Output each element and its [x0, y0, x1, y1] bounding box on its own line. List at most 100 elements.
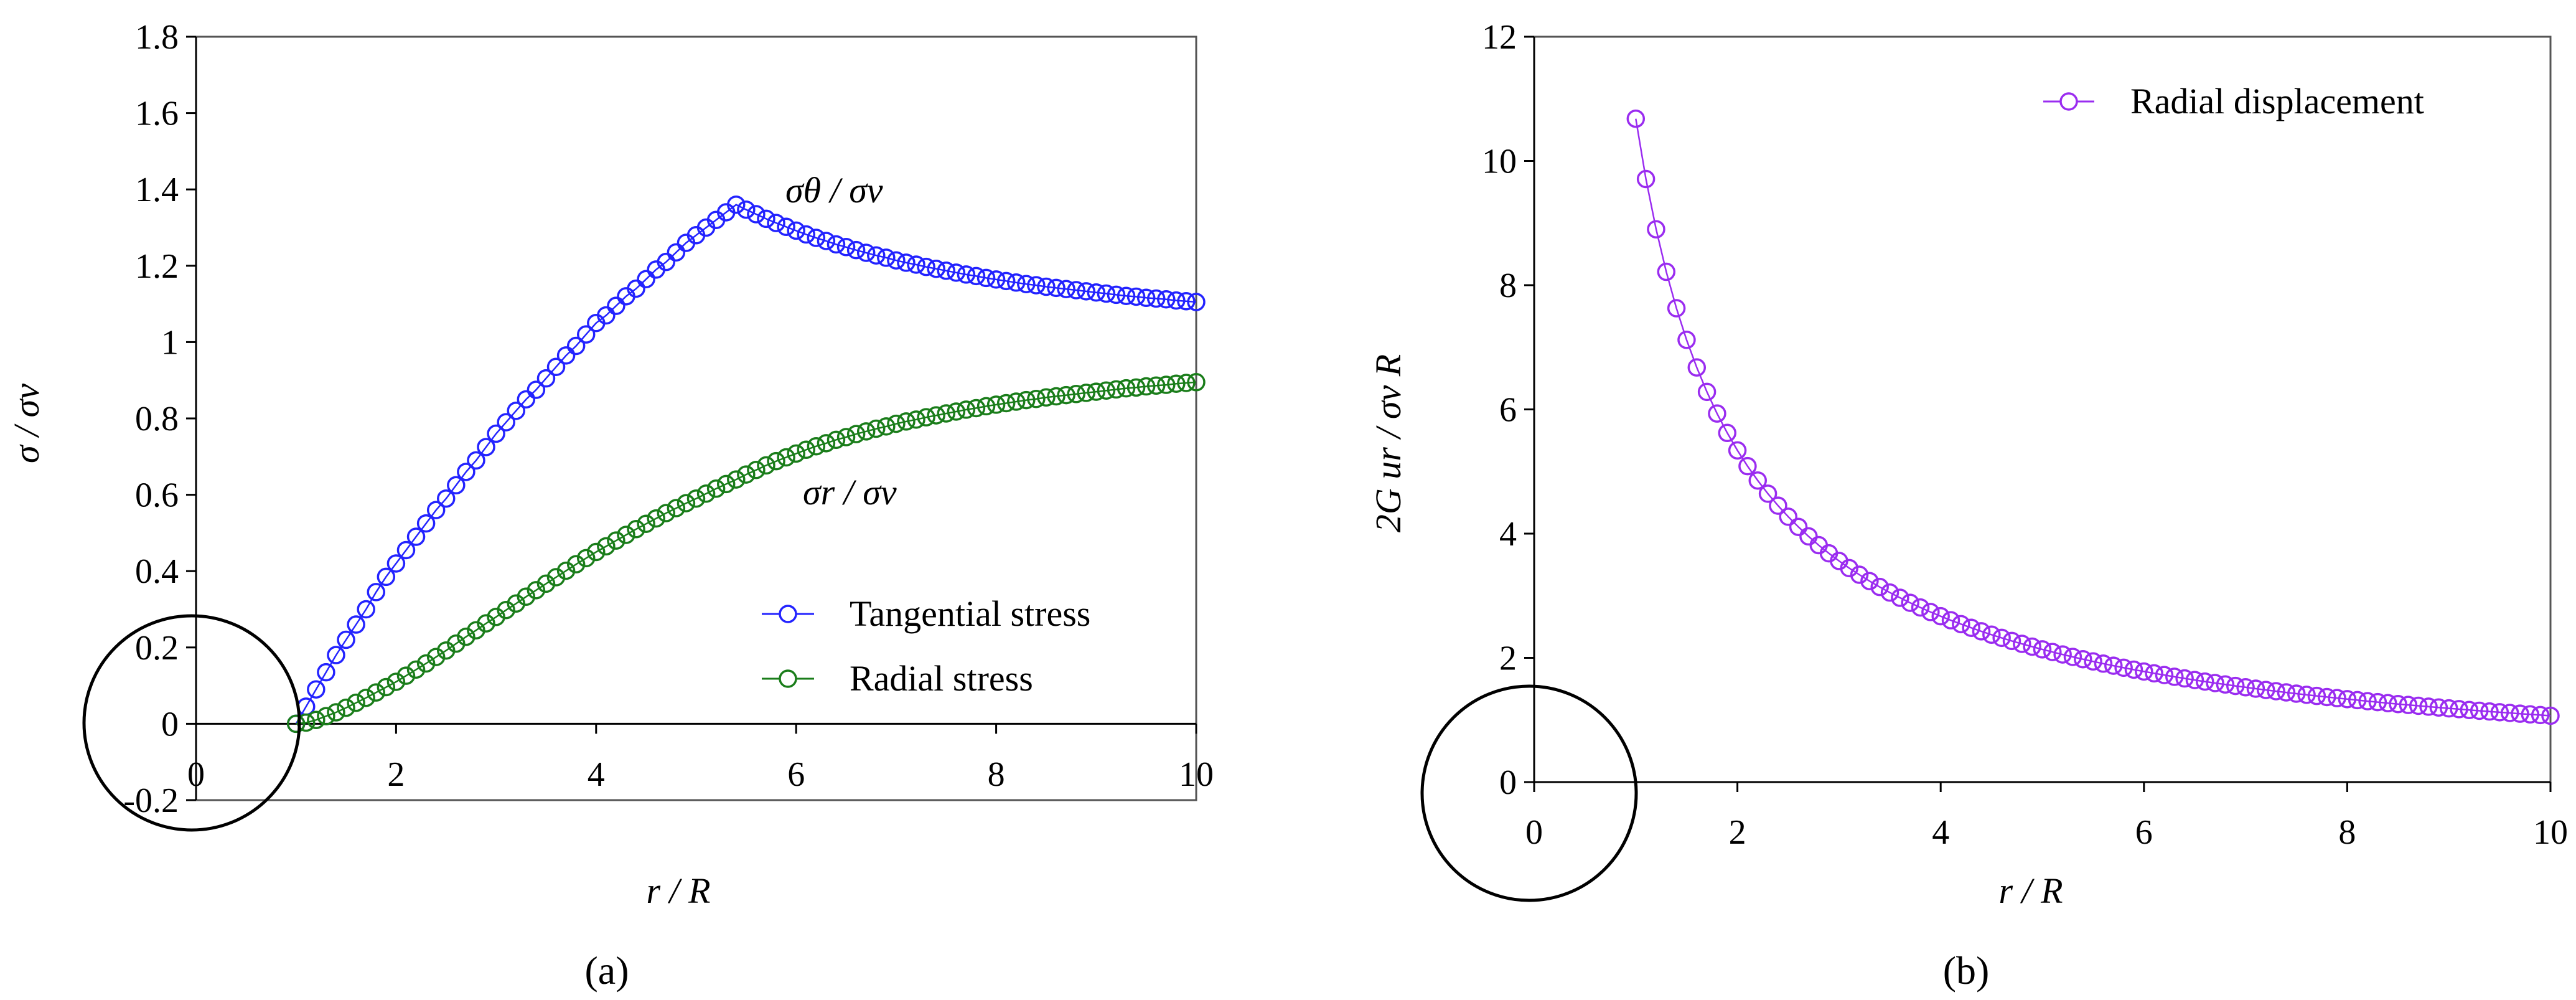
legend-item: Tangential stress [762, 593, 1090, 634]
data-point [497, 600, 515, 620]
data-point [2378, 694, 2397, 712]
legend-marker [779, 605, 797, 623]
data-point [856, 422, 876, 441]
data-point [426, 501, 446, 519]
data-point [1047, 278, 1066, 298]
data-point [2002, 631, 2021, 651]
data-point [1067, 281, 1085, 300]
data-point [337, 698, 355, 717]
data-point [877, 248, 896, 267]
data-point [967, 399, 986, 418]
data-point [1057, 280, 1075, 298]
data-point [536, 574, 556, 593]
data-point [1157, 290, 1176, 309]
data-point [1126, 378, 1146, 397]
data-point [667, 499, 686, 517]
data-point [1146, 376, 1166, 395]
data-point [947, 263, 966, 282]
data-point [1126, 287, 1146, 306]
data-point [2023, 637, 2041, 656]
data-point [627, 279, 645, 298]
y-tick-label: 1.4 [135, 171, 179, 209]
data-point [747, 205, 766, 224]
data-point [1187, 293, 1206, 311]
data-point [2287, 684, 2306, 703]
data-point [716, 474, 736, 494]
x-tick-label: 2 [1729, 813, 1746, 852]
data-point [927, 406, 945, 425]
data-point [617, 526, 635, 544]
data-point [377, 567, 396, 587]
data-point [867, 419, 886, 438]
data-point [597, 306, 616, 325]
data-point [1107, 380, 1126, 399]
data-point [2074, 649, 2092, 669]
y-tick-label: 2 [1499, 639, 1517, 678]
data-point [957, 400, 976, 419]
data-point [2450, 700, 2468, 719]
data-point [836, 428, 856, 446]
x-tick-label: 0 [1525, 813, 1543, 852]
data-point [2226, 676, 2245, 696]
data-point [1136, 377, 1156, 396]
data-point [887, 414, 906, 433]
data-point [2470, 701, 2489, 720]
data-point [347, 693, 365, 712]
data-point [576, 549, 596, 568]
data-point [477, 438, 495, 456]
data-point [1647, 220, 1665, 238]
data-point [637, 270, 655, 289]
data-point [457, 627, 475, 646]
data-point [2460, 700, 2479, 719]
curve-annotation: σr / σv [803, 472, 897, 512]
data-point [327, 646, 345, 664]
data-point [917, 408, 935, 427]
data-point [897, 253, 916, 272]
data-point [807, 229, 826, 247]
data-point [986, 270, 1006, 289]
y-tick-label: 10 [1482, 143, 1517, 181]
data-point [1067, 385, 1085, 403]
data-point [777, 448, 795, 467]
x-axis-label: r / R [1998, 870, 2063, 911]
y-tick-label: 1 [161, 323, 179, 362]
panel-caption: (b) [1943, 948, 1990, 993]
data-point [607, 296, 625, 315]
data-point [556, 346, 576, 365]
data-point [1738, 456, 1757, 476]
data-point [2053, 645, 2072, 664]
data-point [2500, 704, 2519, 722]
data-point [2165, 667, 2184, 686]
data-point [1870, 577, 1889, 597]
data-point [1952, 615, 1970, 634]
data-point [727, 195, 746, 214]
data-point [1017, 390, 1036, 410]
data-point [327, 703, 345, 722]
data-point [2196, 672, 2214, 691]
data-point [2084, 652, 2102, 671]
y-tick-label: 0.2 [135, 629, 179, 667]
data-point [737, 465, 756, 484]
curve-annotation: σθ / σv [785, 170, 883, 210]
data-point [357, 600, 375, 619]
data-point [907, 410, 925, 429]
data-point [307, 710, 326, 730]
x-tick-label: 0 [187, 755, 205, 794]
y-tick-label: 1.6 [135, 95, 179, 133]
data-point [286, 714, 306, 733]
data-point [1697, 382, 1717, 402]
data-point [536, 369, 556, 388]
data-point [1027, 389, 1046, 408]
x-tick-label: 6 [787, 755, 805, 794]
data-point [937, 262, 955, 280]
y-tick-label: 0 [161, 705, 179, 743]
data-point [677, 494, 696, 512]
data-point [1017, 275, 1036, 293]
data-point [836, 238, 856, 257]
y-tick-label: 1.8 [135, 18, 179, 57]
data-point [497, 413, 515, 432]
legend-item: Radial stress [762, 658, 1033, 699]
data-point [2267, 682, 2285, 700]
data-point [797, 225, 816, 244]
